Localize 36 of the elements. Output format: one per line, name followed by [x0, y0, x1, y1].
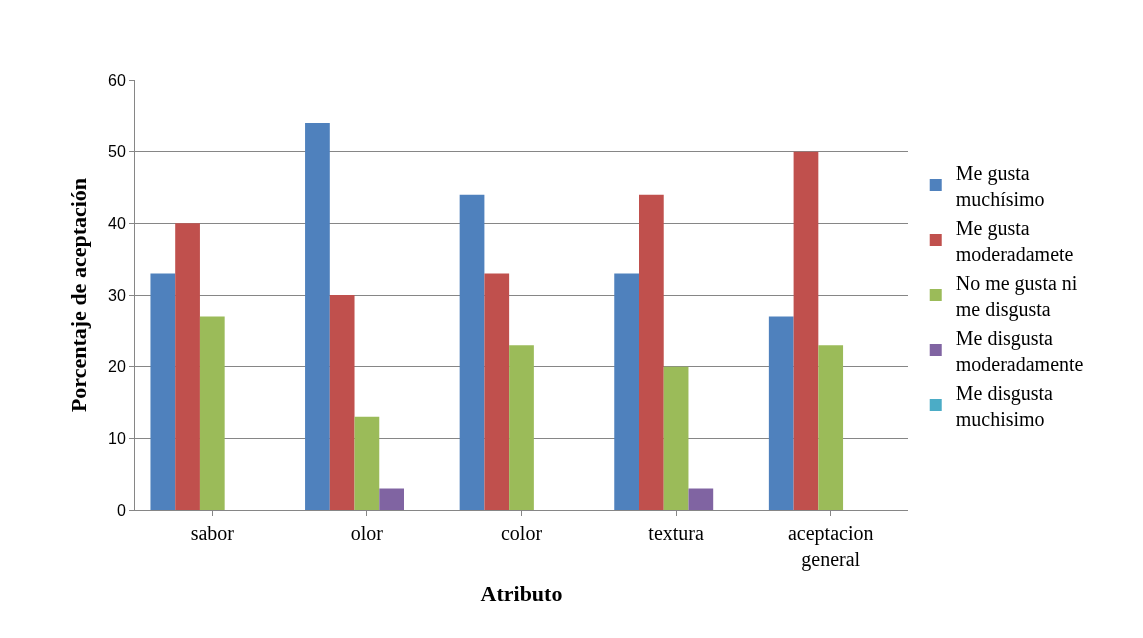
x-axis-title: Atributo	[480, 580, 563, 606]
x-tick-label: color	[500, 522, 543, 544]
bar	[484, 273, 510, 510]
bar	[379, 488, 404, 510]
y-tick-label: 60	[108, 71, 126, 89]
bar	[688, 488, 714, 510]
x-tick-label: sabor	[190, 522, 235, 544]
y-axis-title: Porcentaje de aceptación	[65, 177, 91, 413]
bar	[175, 223, 200, 510]
bar	[150, 273, 176, 510]
legend-label: Me gusta moderadamete	[955, 216, 1074, 265]
y-tick-label: 10	[108, 429, 126, 447]
y-tick-label: 0	[116, 501, 126, 519]
bar	[509, 345, 534, 510]
bar	[639, 194, 664, 510]
bar	[793, 151, 819, 510]
y-tick-label: 50	[108, 143, 126, 161]
y-tick-label: 40	[108, 214, 126, 232]
bar	[818, 345, 844, 510]
x-tick-label: olor	[350, 522, 384, 544]
bar	[459, 194, 485, 510]
bar	[329, 295, 355, 510]
legend-label: Me gusta muchísimo	[955, 161, 1045, 210]
bar	[768, 316, 794, 510]
x-tick-label: textura	[648, 522, 704, 544]
bar	[199, 316, 225, 510]
y-tick-label: 30	[108, 286, 126, 304]
legend-label: Me disgusta muchisimo	[955, 381, 1054, 430]
bar	[305, 123, 330, 510]
x-tick-label: aceptacion general	[787, 522, 874, 571]
legend-label: Me disgusta moderadamente	[955, 326, 1084, 375]
legend-label: No me gusta ni me disgusta	[955, 271, 1078, 321]
bar	[614, 273, 639, 510]
bar	[354, 416, 380, 510]
bar	[663, 366, 689, 510]
y-tick-label: 20	[108, 358, 126, 376]
